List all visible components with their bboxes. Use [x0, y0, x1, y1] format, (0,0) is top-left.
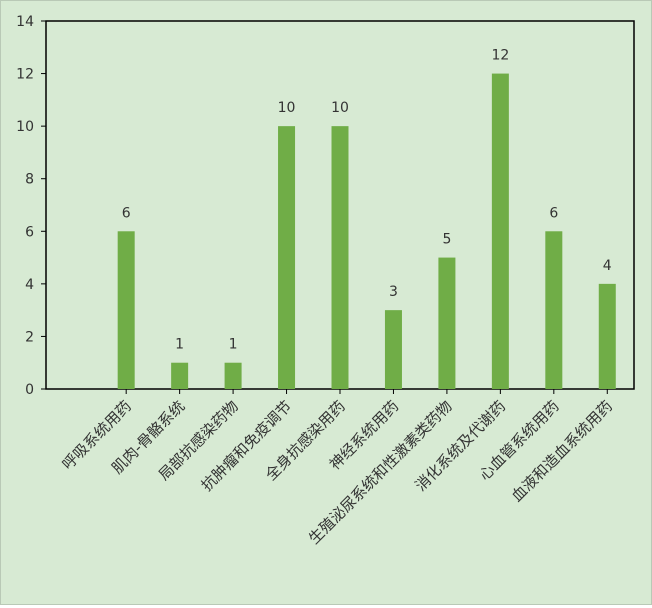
value-label: 12	[491, 48, 509, 64]
value-label: 6	[122, 205, 131, 221]
value-label: 1	[175, 337, 184, 353]
bar	[278, 126, 296, 390]
value-label: 4	[603, 258, 612, 274]
y-tick-label: 14	[16, 14, 34, 30]
y-tick-label: 0	[25, 382, 34, 398]
value-label: 6	[549, 205, 558, 221]
bar	[117, 231, 135, 389]
y-tick-label: 2	[25, 329, 34, 345]
bar	[491, 73, 509, 390]
bar	[545, 231, 563, 389]
category-label: 血液和造血系统用药	[508, 397, 616, 505]
value-label: 10	[331, 100, 349, 116]
bar	[598, 283, 616, 389]
category-label: 消化系统及代谢药	[412, 397, 510, 495]
y-tick-label: 12	[16, 67, 34, 83]
bar	[438, 257, 456, 389]
value-label: 3	[389, 284, 398, 300]
y-tick-label: 6	[25, 224, 34, 240]
value-label: 1	[229, 337, 238, 353]
bar	[224, 362, 242, 389]
value-label: 10	[278, 100, 296, 116]
bar	[171, 362, 189, 389]
y-tick-label: 4	[25, 277, 34, 293]
y-tick-label: 8	[25, 172, 34, 188]
y-tick-label: 10	[16, 119, 34, 135]
bar	[331, 126, 349, 390]
category-label: 抗肿瘤和免疫调节	[198, 397, 296, 495]
bar	[384, 310, 402, 389]
value-label: 5	[442, 232, 451, 248]
